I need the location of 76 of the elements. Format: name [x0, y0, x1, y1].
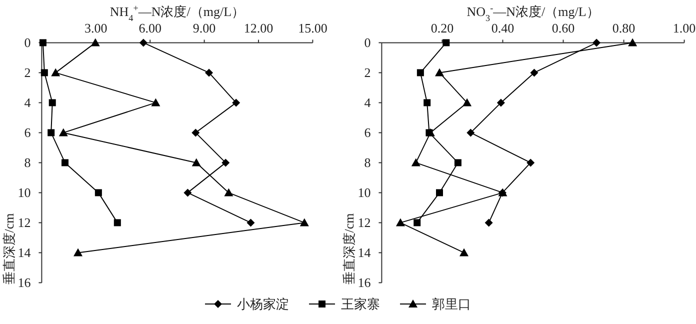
y-tick-label: 2 [364, 65, 371, 80]
point [396, 218, 405, 226]
x-tick-label: 9.00 [192, 20, 216, 36]
legend-label: 郭里口 [432, 296, 471, 312]
point [462, 98, 472, 106]
point [204, 68, 213, 77]
y-tick-label: 12 [18, 215, 31, 230]
y-tick-label: 16 [358, 275, 372, 290]
x-tick-label: 0.80 [612, 20, 636, 36]
x-axis-title: NO$_{3}$$^{-}$—N浓度/（mg/L） [466, 3, 600, 23]
point [628, 38, 638, 46]
point [460, 248, 469, 256]
point [114, 219, 121, 226]
point [48, 129, 55, 136]
x-axis-title: NH$_{4}$$^{+}$—N浓度/（mg/L） [110, 3, 245, 23]
point [74, 248, 83, 256]
point [94, 189, 102, 196]
x-tick-label: 0.20 [430, 20, 454, 36]
point [232, 98, 240, 107]
y-tick-label: 10 [358, 185, 371, 200]
y-axis-title: 垂直深度/cm [2, 213, 17, 285]
y-tick-label: 4 [24, 95, 32, 110]
point [139, 38, 148, 47]
legend-label: 王家寨 [341, 296, 380, 312]
y-axis-title: 垂直深度/cm [342, 213, 357, 285]
y-tick-label: 14 [358, 245, 372, 260]
y-tick-label: 8 [24, 155, 31, 170]
point [222, 158, 230, 167]
y-tick-label: 12 [358, 215, 371, 230]
point [526, 158, 535, 167]
x-tick-label: 3.00 [84, 20, 108, 36]
y-tick-label: 2 [24, 65, 31, 80]
x-tick-label: 0.60 [552, 20, 575, 36]
y-tick-label: 14 [18, 245, 32, 260]
point [192, 158, 201, 166]
y-tick-label: 8 [364, 155, 371, 170]
point [484, 218, 493, 227]
point [454, 159, 462, 166]
point [424, 99, 431, 106]
point [416, 69, 424, 76]
point [442, 39, 450, 46]
point [466, 128, 475, 137]
point [40, 69, 48, 76]
point [246, 218, 255, 227]
point [426, 129, 433, 136]
point [434, 68, 444, 76]
point [90, 38, 100, 46]
y-tick-label: 0 [24, 35, 31, 50]
point [436, 189, 443, 196]
x-tick-label: 12.00 [244, 20, 274, 36]
point [184, 188, 192, 197]
point [411, 158, 420, 166]
point [39, 39, 46, 46]
point [530, 68, 538, 77]
point [300, 218, 309, 226]
y-tick-label: 10 [18, 185, 31, 200]
y-tick-label: 6 [24, 125, 32, 140]
x-tick-label: 6.00 [138, 20, 162, 36]
point [51, 68, 60, 76]
y-tick-label: 4 [364, 95, 372, 110]
point [151, 98, 160, 106]
x-tick-label: 15.00 [298, 20, 328, 36]
point [58, 128, 68, 136]
point [192, 128, 200, 137]
x-tick-label: 1.00 [672, 20, 696, 36]
y-tick-label: 6 [364, 125, 372, 140]
point [496, 98, 505, 107]
point [414, 219, 421, 226]
point [48, 99, 56, 106]
x-tick-label: 0.40 [491, 20, 514, 36]
y-tick-label: 16 [18, 275, 32, 290]
legend-label: 小杨家淀 [237, 296, 289, 312]
y-tick-label: 0 [364, 35, 371, 50]
point [592, 38, 601, 47]
point [62, 159, 69, 166]
point [224, 188, 234, 196]
